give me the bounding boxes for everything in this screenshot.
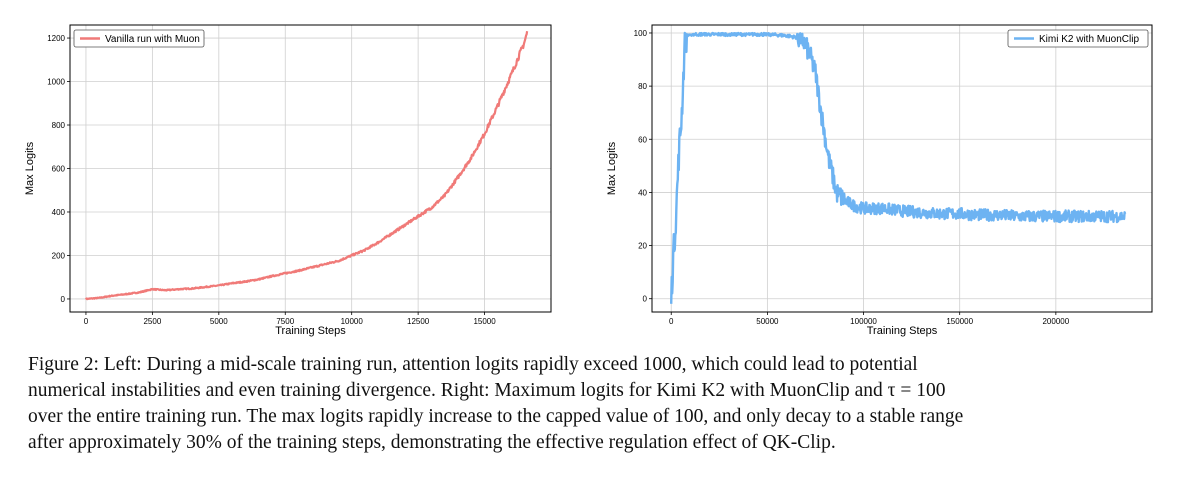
plot-frame bbox=[651, 24, 1153, 313]
y-tick-label: 40 bbox=[638, 188, 647, 197]
series-line-0 bbox=[84, 31, 529, 301]
x-tick-label: 2500 bbox=[143, 317, 161, 326]
x-tick-label: 100000 bbox=[850, 317, 877, 326]
caption-line-1: Figure 2: Left: During a mid-scale train… bbox=[28, 354, 918, 375]
legend: Vanilla run with Muon bbox=[73, 29, 205, 48]
x-axis-title: Training Steps bbox=[275, 325, 346, 337]
caption-line-2: numerical instabilities and even trainin… bbox=[28, 380, 946, 401]
y-tick-label: 1200 bbox=[47, 34, 65, 43]
y-tick-label: 0 bbox=[61, 295, 66, 304]
x-tick-label: 50000 bbox=[756, 317, 779, 326]
caption-line-4: after approximately 30% of the training … bbox=[28, 432, 836, 453]
x-tick-label: 0 bbox=[669, 317, 674, 326]
y-tick-label: 800 bbox=[52, 121, 66, 130]
y-tick-label: 1000 bbox=[47, 78, 65, 87]
y-tick-label: 400 bbox=[52, 208, 66, 217]
caption-line-3: over the entire training run. The max lo… bbox=[28, 406, 964, 427]
legend-box bbox=[73, 29, 205, 48]
y-axis-title: Max Logits bbox=[606, 141, 618, 195]
series-line-0 bbox=[670, 31, 1127, 304]
figure-caption: Figure 2: Left: During a mid-scale train… bbox=[28, 352, 1178, 456]
y-tick-label: 80 bbox=[638, 82, 647, 91]
legend-box bbox=[1007, 29, 1149, 48]
figure: 0 2500 5000 7500 10000 12500 15000 0 200 400 600 80… bbox=[24, 24, 1153, 337]
y-axis-title: Max Logits bbox=[24, 141, 36, 195]
x-tick-label: 7500 bbox=[276, 317, 294, 326]
x-tick-label: 5000 bbox=[210, 317, 228, 326]
y-tick-label: 600 bbox=[52, 165, 66, 174]
legend-label: Vanilla run with Muon bbox=[105, 34, 200, 45]
x-tick-label: 0 bbox=[84, 317, 89, 326]
y-tick-label: 60 bbox=[638, 135, 647, 144]
legend: Kimi K2 with MuonClip bbox=[1007, 29, 1149, 48]
x-tick-label: 12500 bbox=[407, 317, 430, 326]
x-tick-label: 200000 bbox=[1042, 317, 1069, 326]
y-tick-label: 100 bbox=[634, 29, 648, 38]
legend-label: Kimi K2 with MuonClip bbox=[1039, 34, 1139, 45]
x-tick-label: 15000 bbox=[473, 317, 496, 326]
x-axis-title: Training Steps bbox=[867, 325, 938, 337]
charts-canvas: 0 2500 5000 7500 10000 12500 15000020040060080… bbox=[24, 24, 1153, 337]
chart-right: 0 50000 100000 150000 200000 0 20 40 60 80 100 Trai… bbox=[606, 24, 1153, 337]
chart-left: 0 2500 5000 7500 10000 12500 15000 0 200 400 600 80… bbox=[24, 24, 552, 337]
x-tick-label: 150000 bbox=[946, 317, 973, 326]
y-tick-label: 0 bbox=[643, 295, 648, 304]
y-tick-label: 200 bbox=[52, 251, 66, 260]
y-tick-label: 20 bbox=[638, 242, 647, 251]
x-tick-label: 10000 bbox=[341, 317, 364, 326]
